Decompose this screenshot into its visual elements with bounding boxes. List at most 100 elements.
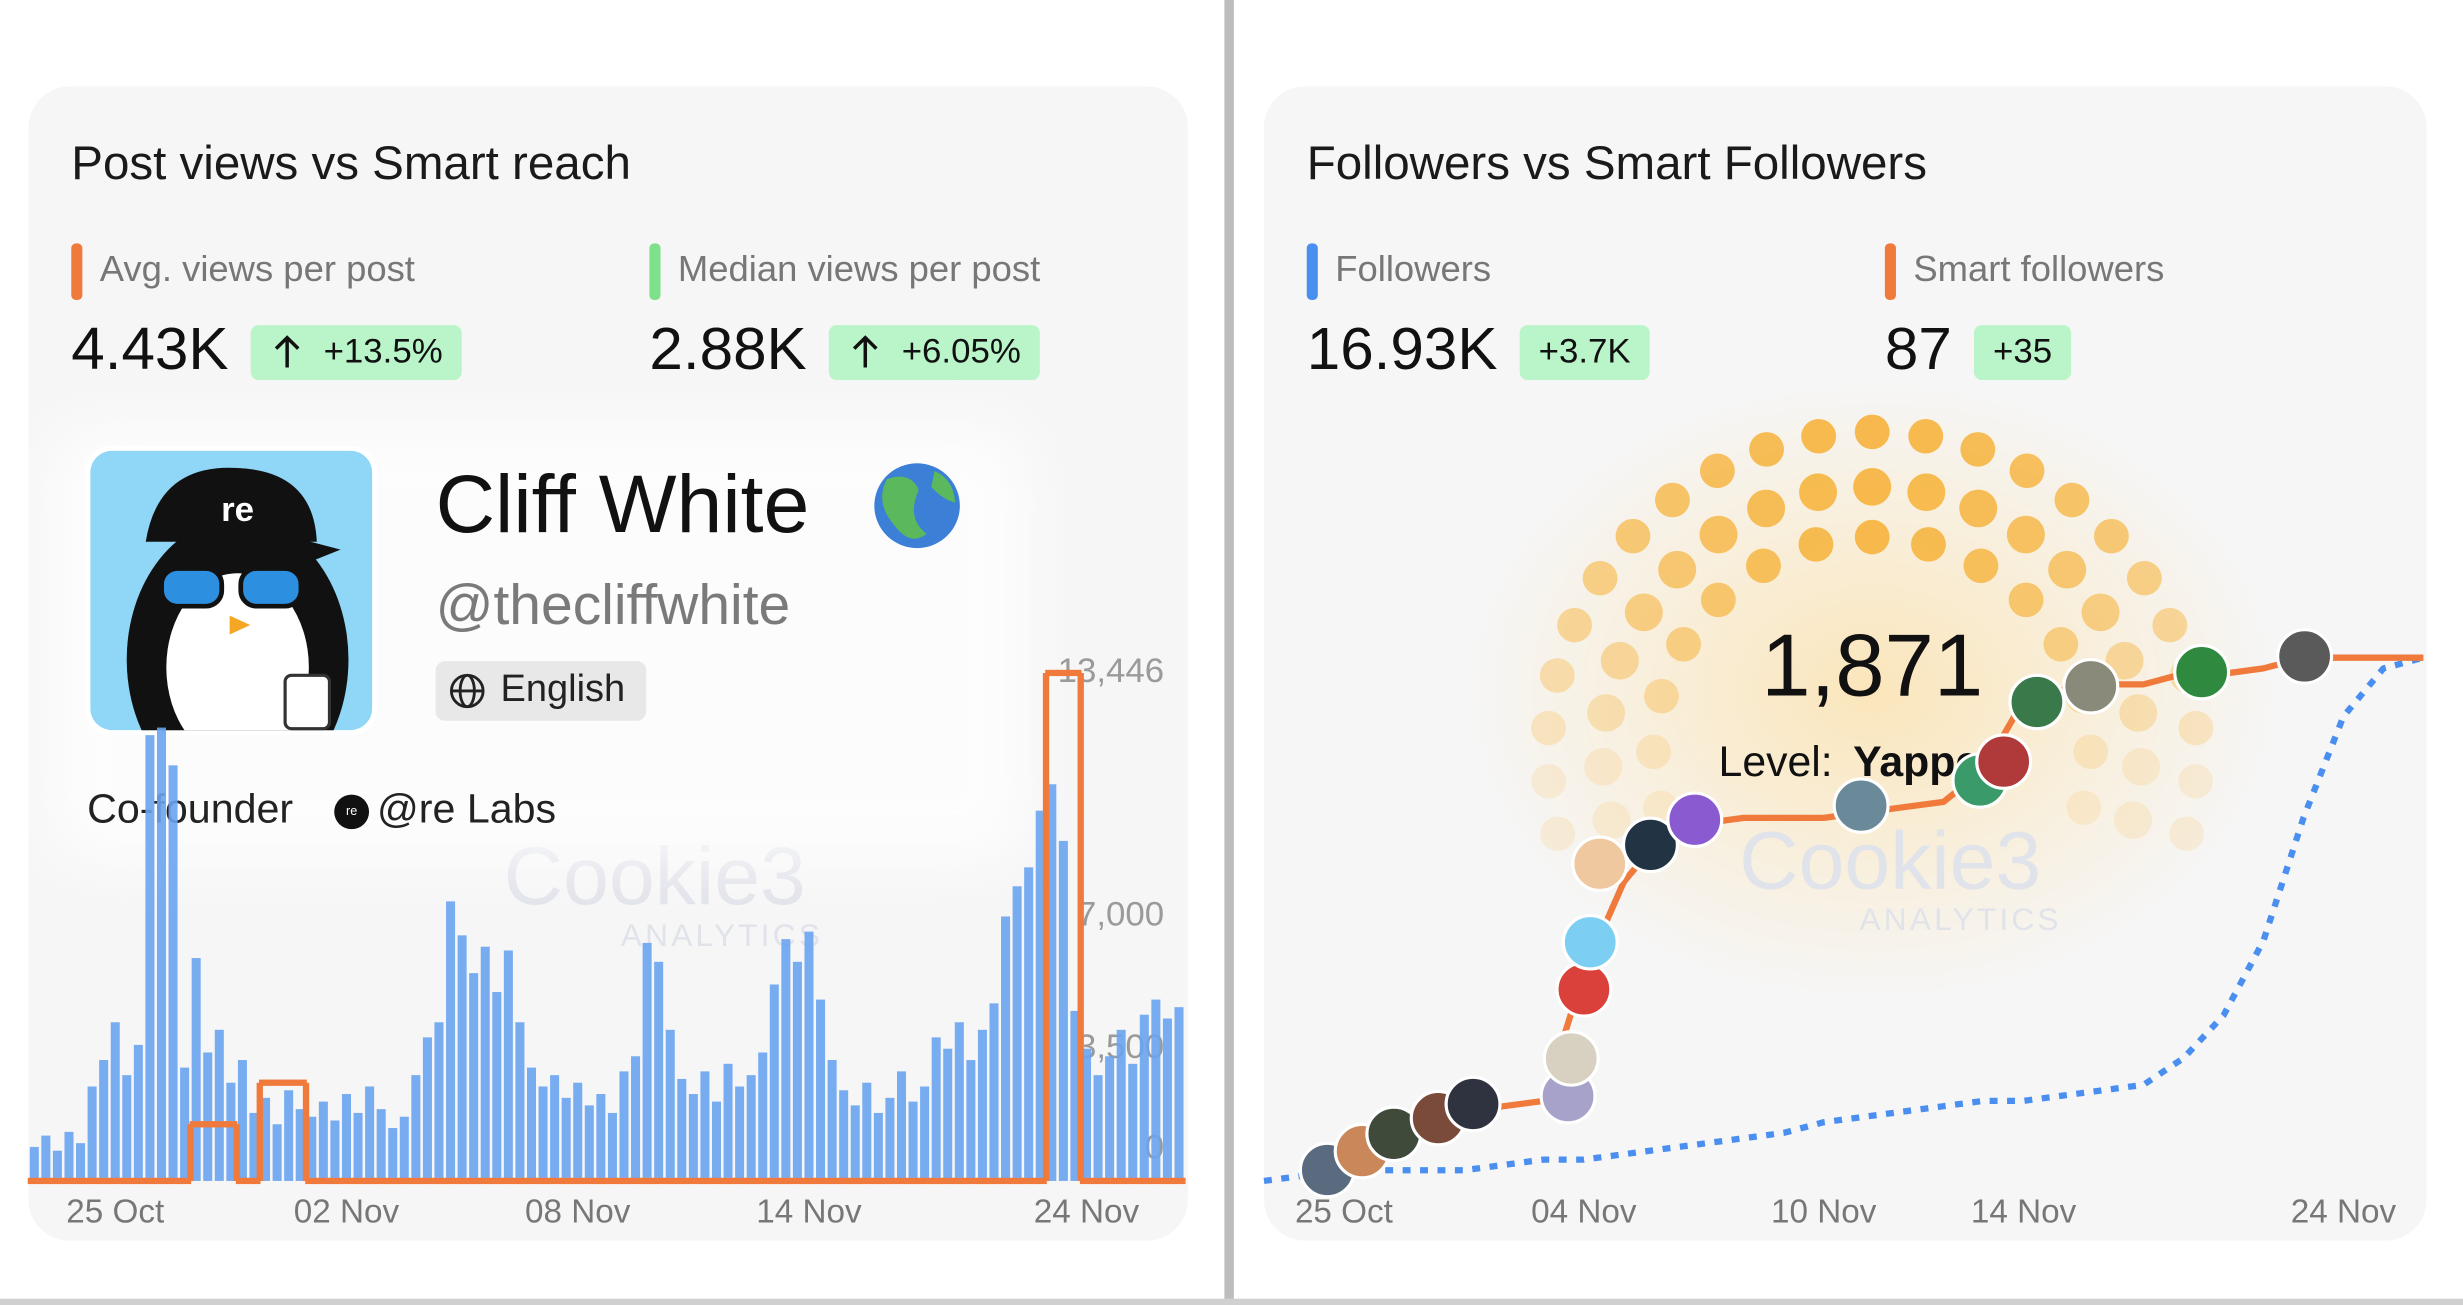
gauge-dot	[1615, 518, 1651, 554]
gauge-dot	[1531, 764, 1567, 799]
follower-avatar	[1571, 835, 1629, 892]
bar	[261, 1097, 271, 1181]
gauge-dot	[2152, 607, 2188, 643]
bar	[700, 1071, 710, 1181]
globe-emoji	[874, 463, 960, 549]
bar	[758, 1052, 768, 1181]
gauge-dot	[2178, 764, 2214, 799]
bar	[1070, 1010, 1080, 1181]
gauge-dot	[1587, 694, 1626, 732]
bar	[526, 1067, 536, 1181]
gauge-dot	[1747, 489, 1786, 528]
watermark-sub: ANALYTICS	[1860, 901, 2062, 937]
legend-swatch	[1306, 243, 1318, 300]
bar	[1162, 1018, 1172, 1181]
bar	[769, 984, 779, 1181]
bar	[908, 1101, 918, 1181]
divider	[1224, 0, 1234, 1305]
bar	[457, 935, 467, 1181]
gauge-level-label: Level:	[1719, 738, 1833, 786]
gauge-value: 1,871	[1761, 616, 1983, 715]
legend-swatch	[1884, 243, 1896, 300]
bar	[156, 727, 166, 1181]
bar	[1035, 810, 1045, 1181]
bar	[237, 1060, 247, 1181]
bar	[180, 1067, 190, 1181]
x-tick-label: 10 Nov	[1771, 1194, 1877, 1231]
stat-change: +6.05%	[902, 333, 1021, 371]
gauge-dot	[1963, 548, 1999, 584]
org-logo-text: re	[346, 804, 357, 818]
cap-logo: re	[221, 491, 254, 529]
gauge-dot	[2178, 710, 2214, 746]
gauge-dot	[1655, 482, 1690, 518]
x-tick-label: 24 Nov	[1034, 1194, 1140, 1231]
gauge-dot	[1799, 473, 1838, 512]
gauge-dot	[2006, 515, 2045, 554]
profile-name: Cliff White	[436, 459, 810, 550]
gauge-dot	[1540, 816, 1576, 852]
bar	[596, 1094, 606, 1181]
gauge-dot	[2008, 582, 2044, 618]
bar	[191, 958, 201, 1181]
gauge-dot	[1624, 593, 1663, 632]
bar	[816, 999, 826, 1181]
bar	[318, 1101, 328, 1181]
gauge-dot	[1699, 515, 1738, 554]
gauge-dot	[1636, 734, 1672, 770]
bar	[1001, 916, 1011, 1181]
gauge-dot	[2073, 734, 2109, 770]
gauge-dot	[1798, 527, 1834, 562]
bar	[885, 1097, 895, 1181]
bar	[1012, 886, 1022, 1181]
bar	[792, 961, 802, 1181]
bottom-border	[0, 1298, 2463, 1305]
follower-avatar	[1832, 777, 1890, 834]
bar	[503, 950, 513, 1181]
bar	[735, 1086, 745, 1181]
gauge-dot	[1582, 560, 1618, 596]
gauge-dot	[2119, 694, 2158, 732]
change-pill	[250, 325, 462, 381]
bar	[977, 1029, 987, 1181]
stat-change: +13.5%	[324, 333, 443, 371]
bar	[677, 1078, 687, 1181]
bar	[1105, 1056, 1115, 1181]
x-tick-label: 02 Nov	[294, 1194, 400, 1231]
legend-swatch	[71, 243, 83, 300]
gauge-dot	[1749, 432, 1785, 467]
bar	[642, 942, 652, 1181]
profile-bio: Co-founder	[87, 786, 293, 832]
bar	[920, 1086, 930, 1181]
bar	[1151, 999, 1161, 1181]
bar	[353, 1112, 363, 1181]
bar	[99, 1060, 109, 1181]
bar	[76, 1143, 86, 1181]
x-tick-label: 14 Nov	[756, 1194, 862, 1231]
bar	[1139, 1014, 1149, 1181]
stat-change: +35	[1993, 333, 2052, 371]
gauge-dot	[1853, 467, 1892, 506]
bar	[873, 1112, 883, 1181]
bar	[850, 1105, 860, 1181]
gauge-dot	[2169, 816, 2205, 852]
bar	[1174, 1007, 1184, 1181]
bar	[665, 1029, 675, 1181]
bar	[110, 1022, 120, 1181]
bar	[203, 1052, 213, 1181]
bar	[492, 992, 502, 1181]
gauge-dot	[1911, 527, 1946, 562]
bar	[29, 1146, 39, 1181]
follower-avatar	[1542, 1030, 1600, 1087]
gauge-dot	[2122, 747, 2161, 786]
change-pill	[828, 325, 1040, 381]
gauge-dot	[2043, 627, 2079, 662]
follower-avatar	[1444, 1075, 1502, 1133]
bar	[1116, 1029, 1126, 1181]
bar	[943, 1048, 953, 1181]
gauge-dot	[1600, 641, 1639, 680]
bar	[1128, 1063, 1138, 1181]
gauge-dot	[2081, 593, 2120, 632]
